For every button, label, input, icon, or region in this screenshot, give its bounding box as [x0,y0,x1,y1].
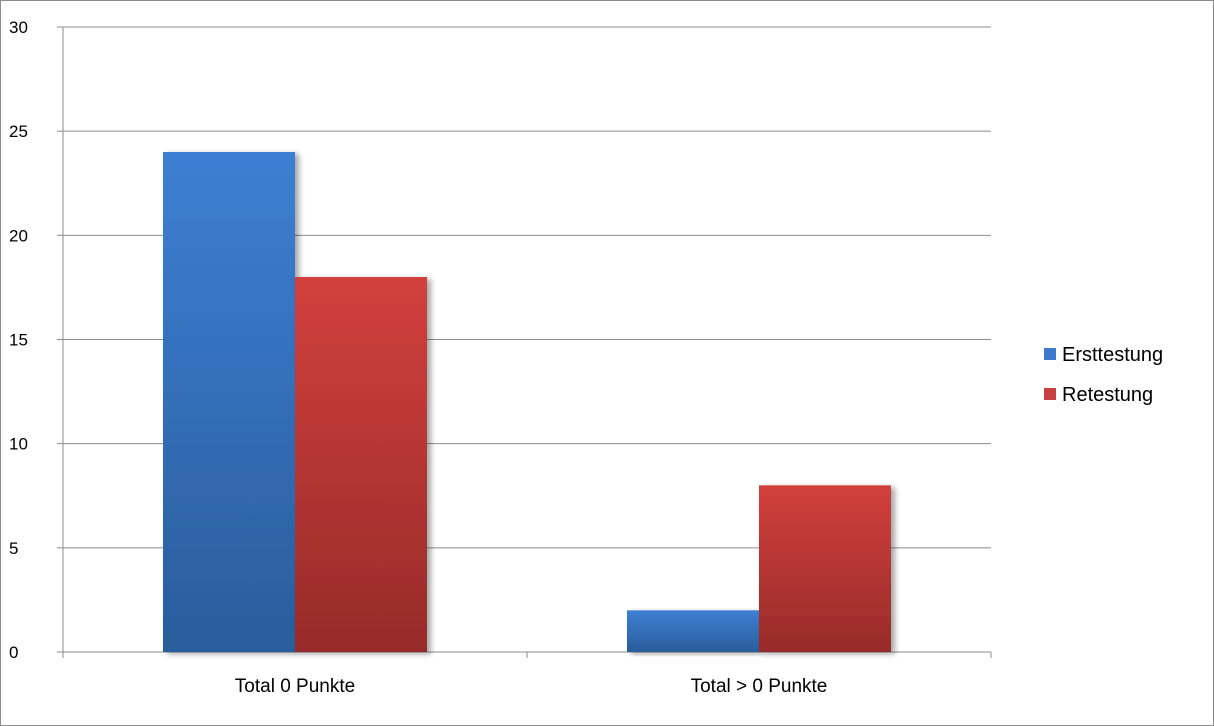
y-tick-label: 30 [9,18,28,37]
axis-labels: 0 5 10 15 20 25 30 Total 0 Punkte Total > 0 Punk… [9,18,827,697]
y-tick-label: 25 [9,122,28,141]
y-tick-label: 0 [9,643,18,662]
x-category-label: Total > 0 Punkte [691,676,828,697]
legend: Ersttestung Retestung [1044,344,1163,406]
y-tick-label: 5 [9,539,18,558]
bar-retestung-1 [295,277,427,652]
x-category-label: Total 0 Punkte [235,676,355,697]
legend-label-retestung: Retestung [1062,384,1153,406]
bar-retestung-2 [759,485,891,652]
y-tick-label: 15 [9,331,28,350]
legend-swatch-ersttestung [1044,348,1056,360]
bar-ersttestung-2 [627,610,759,652]
bar-ersttestung-1 [163,152,295,652]
legend-label-ersttestung: Ersttestung [1062,344,1163,366]
y-tick-label: 20 [9,226,28,245]
y-tick-label: 10 [9,435,28,454]
bars [163,152,891,652]
legend-swatch-retestung [1044,388,1056,400]
